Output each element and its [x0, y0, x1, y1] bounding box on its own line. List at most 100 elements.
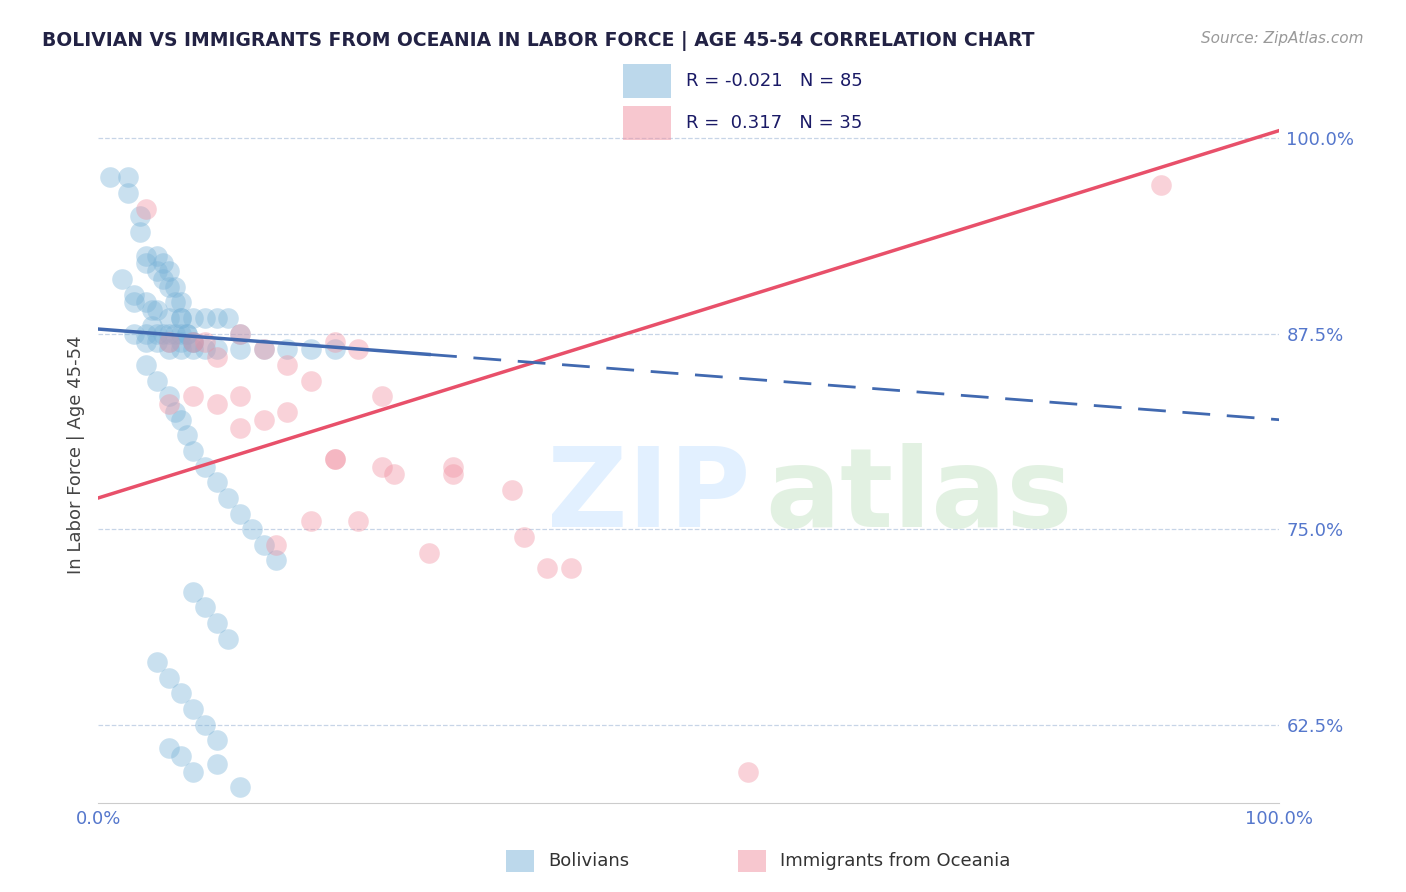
Point [205, 475, 228, 490]
Point [157, 397, 180, 411]
Point [299, 343, 322, 357]
Point [512, 530, 534, 544]
Point [229, 326, 252, 341]
Point [264, 538, 287, 552]
Point [170, 413, 193, 427]
Point [194, 459, 217, 474]
Point [501, 483, 523, 497]
Point [141, 318, 163, 333]
Point [181, 334, 204, 349]
Point [170, 343, 193, 357]
Point [157, 280, 180, 294]
Point [157, 343, 180, 357]
Point [128, 225, 150, 239]
Point [135, 295, 157, 310]
Point [323, 451, 346, 466]
Point [128, 210, 150, 224]
Point [170, 311, 193, 326]
Point [181, 584, 204, 599]
Point [157, 264, 180, 278]
Point [157, 326, 180, 341]
Point [157, 334, 180, 349]
Point [276, 405, 298, 419]
Point [205, 343, 228, 357]
Point [194, 717, 217, 731]
Point [181, 702, 204, 716]
Text: ZIP: ZIP [547, 443, 751, 550]
Point [157, 389, 180, 403]
Point [111, 272, 134, 286]
Point [135, 256, 157, 270]
Y-axis label: In Labor Force | Age 45-54: In Labor Force | Age 45-54 [66, 335, 84, 574]
Point [117, 170, 139, 185]
Point [441, 459, 464, 474]
Bar [738, 849, 766, 872]
Point [194, 334, 217, 349]
Text: Immigrants from Oceania: Immigrants from Oceania [780, 852, 1011, 870]
Point [157, 741, 180, 756]
Point [165, 405, 187, 419]
Text: R = -0.021   N = 85: R = -0.021 N = 85 [686, 72, 863, 90]
Text: Source: ZipAtlas.com: Source: ZipAtlas.com [1201, 31, 1364, 46]
Point [122, 326, 145, 341]
Text: BOLIVIAN VS IMMIGRANTS FROM OCEANIA IN LABOR FORCE | AGE 45-54 CORRELATION CHART: BOLIVIAN VS IMMIGRANTS FROM OCEANIA IN L… [42, 31, 1035, 51]
Point [135, 202, 157, 216]
Point [205, 311, 228, 326]
Point [135, 249, 157, 263]
Point [141, 303, 163, 318]
Point [157, 671, 180, 685]
Point [276, 343, 298, 357]
Text: atlas: atlas [766, 443, 1073, 550]
Point [146, 326, 169, 341]
Point [122, 287, 145, 301]
Point [217, 311, 239, 326]
Point [240, 522, 263, 536]
Point [560, 561, 582, 575]
Point [299, 374, 322, 388]
Point [276, 358, 298, 372]
Point [205, 615, 228, 630]
Point [170, 334, 193, 349]
Point [229, 343, 252, 357]
Point [165, 295, 187, 310]
Point [217, 491, 239, 505]
Point [253, 343, 276, 357]
Point [157, 334, 180, 349]
Point [418, 546, 440, 560]
Point [441, 467, 464, 482]
Point [229, 507, 252, 521]
Point [135, 334, 157, 349]
Point [253, 343, 276, 357]
Bar [623, 64, 671, 98]
Point [536, 561, 558, 575]
Point [229, 389, 252, 403]
Point [146, 374, 169, 388]
Point [146, 303, 169, 318]
Point [371, 389, 394, 403]
Bar [623, 106, 671, 140]
Point [194, 311, 217, 326]
Point [176, 428, 198, 442]
Point [181, 389, 204, 403]
Point [146, 334, 169, 349]
Point [229, 326, 252, 341]
Point [181, 311, 204, 326]
Point [170, 686, 193, 700]
Point [181, 343, 204, 357]
Point [323, 334, 346, 349]
Point [217, 632, 239, 646]
Point [146, 249, 169, 263]
Point [382, 467, 405, 482]
Point [194, 600, 217, 615]
Point [323, 451, 346, 466]
Point [205, 397, 228, 411]
Point [170, 295, 193, 310]
Point [229, 780, 252, 794]
Text: R =  0.317   N = 35: R = 0.317 N = 35 [686, 114, 863, 132]
Point [165, 326, 187, 341]
Point [323, 343, 346, 357]
Point [152, 272, 174, 286]
Point [176, 326, 198, 341]
Point [347, 343, 370, 357]
Point [135, 326, 157, 341]
